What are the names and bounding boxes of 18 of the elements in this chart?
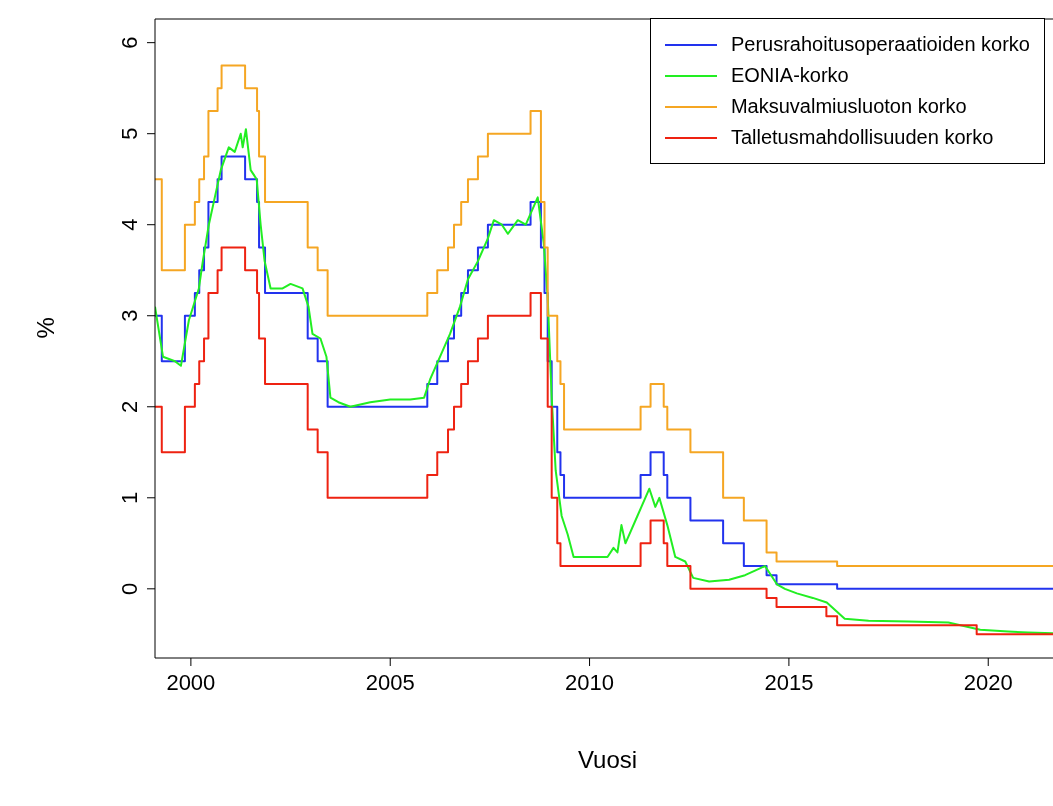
y-axis-title: % [31, 317, 59, 339]
x-axis-title: Vuosi [577, 746, 638, 773]
y-tick-label: 5 [117, 127, 142, 140]
x-tick-label: 2000 [166, 670, 216, 695]
legend-label: Talletusmahdollisuuden korko [730, 125, 994, 150]
y-tick-label: 1 [117, 491, 142, 504]
y-tick-label: 4 [117, 218, 142, 231]
legend-label: Perusrahoitusoperaatioiden korko [730, 32, 1030, 57]
y-tick-label: 6 [117, 36, 142, 49]
y-tick-label: 0 [117, 582, 142, 595]
x-tick-label: 2010 [565, 670, 615, 695]
x-tick-label: 2015 [764, 670, 814, 695]
legend-label: Maksuvalmiusluoton korko [730, 94, 967, 119]
x-tick-label: 2020 [963, 670, 1013, 695]
y-tick-label: 3 [117, 309, 142, 322]
y-tick-label: 2 [117, 400, 142, 413]
legend-label: EONIA-korko [730, 63, 849, 88]
x-tick-label: 2005 [365, 670, 415, 695]
